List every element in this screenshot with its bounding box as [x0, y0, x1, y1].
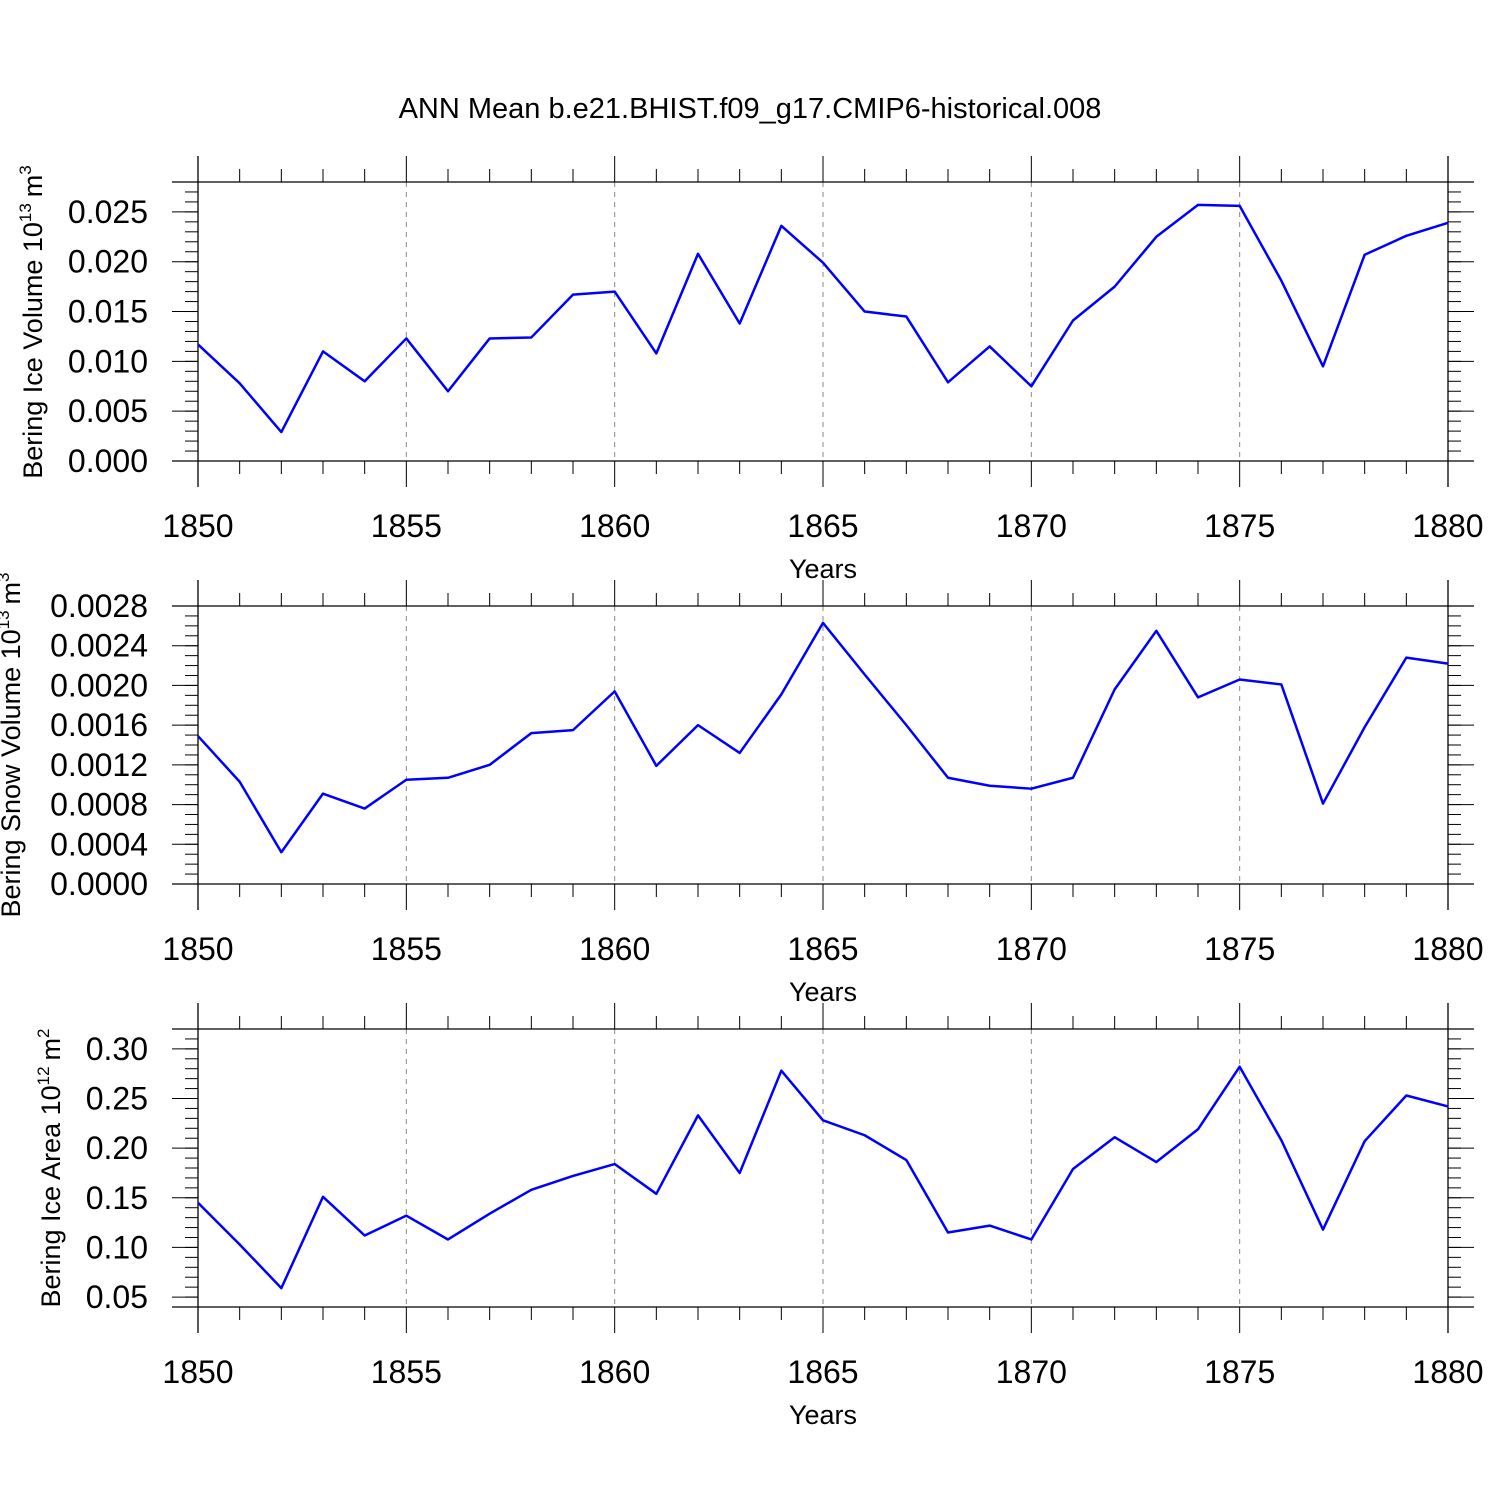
y-axis-title: Bering Snow Volume 1013 m3	[0, 572, 26, 917]
series-line	[197, 203, 1449, 434]
y-tick-label: 0.0020	[50, 667, 148, 703]
y-tick-label: 0.010	[68, 343, 148, 379]
x-tick-label: 1875	[1204, 1354, 1275, 1390]
panel-2: 0.00000.00040.00080.00120.00160.00200.00…	[0, 572, 1484, 1007]
y-tick-label: 0.30	[86, 1031, 148, 1067]
x-tick-label: 1860	[579, 931, 650, 967]
series-line	[197, 1065, 1449, 1290]
y-axis-title-main: Bering Snow Volume 10	[0, 629, 26, 917]
y-tick-label: 0.0008	[50, 787, 148, 823]
y-axis-title-exponent: 12	[34, 1066, 53, 1085]
x-tick-label: 1880	[1412, 931, 1483, 967]
y-axis-title-unit: m	[36, 1038, 66, 1061]
x-axis-title: Years	[789, 977, 857, 1007]
x-tick-label: 1860	[579, 508, 650, 544]
y-axis-title-exponent: 13	[0, 610, 13, 629]
y-tick-label: 0.15	[86, 1180, 148, 1216]
y-tick-label: 0.0028	[50, 588, 148, 624]
x-tick-label: 1865	[787, 508, 858, 544]
x-tick-label: 1855	[371, 931, 442, 967]
y-tick-label: 0.0016	[50, 707, 148, 743]
y-tick-label: 0.000	[68, 443, 148, 479]
x-tick-label: 1855	[371, 1354, 442, 1390]
y-tick-label: 0.0000	[50, 866, 148, 902]
y-axis-title: Bering Ice Volume 1013 m3	[16, 165, 48, 479]
x-tick-label: 1875	[1204, 508, 1275, 544]
y-tick-label: 0.0024	[50, 628, 148, 664]
x-tick-label: 1855	[371, 508, 442, 544]
x-tick-label: 1860	[579, 1354, 650, 1390]
y-tick-label: 0.10	[86, 1229, 148, 1265]
panels: 0.000 0.005 0.010 0.015 0.020 0.025 1850 1855 18…	[0, 156, 1484, 1430]
y-tick-label: 0.05	[86, 1279, 148, 1315]
series-line	[197, 621, 1449, 854]
x-tick-label: 1870	[996, 931, 1067, 967]
y-tick-label: 0.015	[68, 294, 148, 330]
y-axis-title-exponent: 13	[16, 203, 35, 222]
y-axis-title-main: Bering Ice Volume 10	[18, 222, 48, 479]
x-axis-title: Years	[789, 1400, 857, 1430]
y-tick-label: 0.25	[86, 1081, 148, 1117]
y-axis-title-unit-exponent: 2	[34, 1028, 53, 1037]
y-tick-label: 0.020	[68, 244, 148, 280]
x-tick-label: 1850	[162, 508, 233, 544]
y-axis-title-main: Bering Ice Area 10	[36, 1085, 66, 1307]
y-axis-title-unit-exponent: 3	[16, 165, 35, 174]
main-title: ANN Mean b.e21.BHIST.f09_g17.CMIP6-histo…	[399, 93, 1102, 125]
y-tick-label: 0.0004	[50, 826, 148, 862]
x-tick-label: 1865	[787, 1354, 858, 1390]
x-tick-label: 1865	[787, 931, 858, 967]
panel-3: 0.05 0.10 0.15 0.20 0.25 0.30 1850 1855 1860 1865…	[34, 1003, 1484, 1430]
y-axis-title-unit: m	[0, 582, 26, 605]
y-tick-label: 0.0012	[50, 747, 148, 783]
x-tick-label: 1880	[1412, 508, 1483, 544]
x-tick-label: 1880	[1412, 1354, 1483, 1390]
y-axis-title: Bering Ice Area 1012 m2	[34, 1028, 66, 1307]
y-axis-title-unit: m	[18, 175, 48, 198]
x-tick-label: 1875	[1204, 931, 1275, 967]
y-tick-label: 0.20	[86, 1130, 148, 1166]
x-tick-label: 1870	[996, 508, 1067, 544]
y-tick-label: 0.005	[68, 393, 148, 429]
y-axis-title-unit-exponent: 3	[0, 572, 13, 581]
x-axis-title: Years	[789, 554, 857, 584]
y-tick-label: 0.025	[68, 194, 148, 230]
panel-1: 0.000 0.005 0.010 0.015 0.020 0.025 1850 1855 18…	[16, 156, 1484, 584]
x-tick-label: 1870	[996, 1354, 1067, 1390]
x-tick-label: 1850	[162, 1354, 233, 1390]
x-tick-label: 1850	[162, 931, 233, 967]
